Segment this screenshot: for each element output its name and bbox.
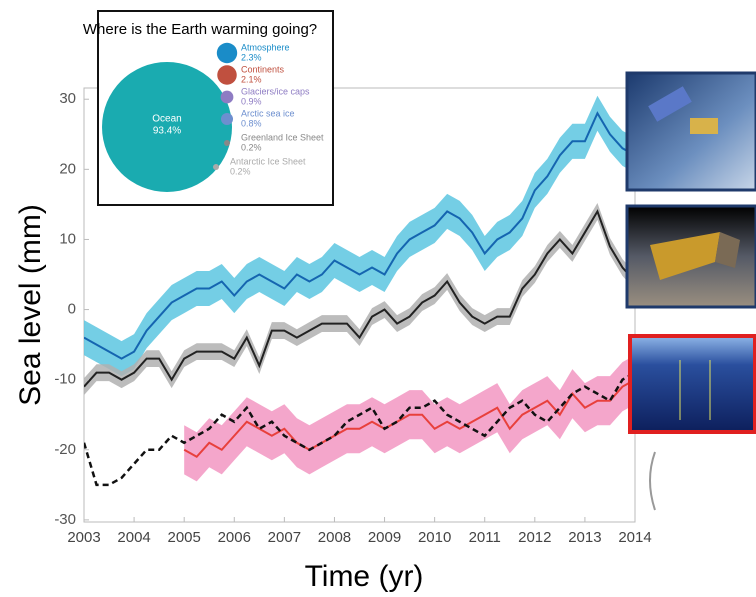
y-tick-label: 30	[59, 90, 76, 107]
x-tick-label: 2010	[418, 529, 451, 546]
x-tick-label: 2012	[518, 529, 551, 546]
x-tick-label: 2003	[67, 529, 100, 546]
series-line	[84, 371, 635, 487]
bubble	[223, 139, 231, 147]
bubble-value: 93.4%	[153, 126, 181, 137]
bubble-value: 0.8%	[241, 118, 262, 128]
bubble-label: Glaciers/ice caps	[241, 86, 310, 96]
bubble-value: 0.2%	[241, 142, 262, 152]
x-axis-label: Time (yr)	[305, 560, 424, 593]
y-tick-label: -10	[54, 371, 76, 388]
bubble-value: 2.3%	[241, 52, 262, 62]
inset-title: Where is the Earth warming going?	[83, 21, 317, 38]
grace-photo	[625, 204, 756, 309]
bubble	[217, 65, 237, 85]
x-tick-label: 2006	[218, 529, 251, 546]
bubble-value: 2.1%	[241, 74, 262, 84]
y-tick-label: -20	[54, 441, 76, 458]
x-tick-label: 2009	[368, 529, 401, 546]
error-band	[84, 202, 635, 396]
x-tick-label: 2007	[268, 529, 301, 546]
y-tick-label: 0	[68, 301, 76, 318]
satellite-photo	[625, 71, 756, 192]
y-tick-label: 20	[59, 160, 76, 177]
decoration	[649, 451, 656, 511]
x-tick-label: 2011	[469, 529, 501, 546]
bubble-label: Antarctic Ice Sheet	[230, 156, 306, 166]
axes: -30 -20 -10 0 10 20 30 2003 2004 2005 2006 2007 2008…	[54, 90, 651, 546]
bubble-value: 0.2%	[230, 166, 251, 176]
series-line	[84, 209, 635, 388]
series-line	[84, 111, 635, 360]
x-tick-label: 2013	[568, 529, 601, 546]
bubble-label: Arctic sea ice	[241, 108, 295, 118]
argo-diagram	[628, 334, 756, 434]
bubble	[220, 112, 234, 126]
y-axis-label: Sea level (mm)	[14, 204, 47, 406]
y-tick-label: -30	[54, 511, 76, 528]
error-band	[84, 95, 635, 377]
plot-area	[84, 95, 635, 487]
bubble-label: Greenland Ice Sheet	[241, 132, 324, 142]
bubble-label: Atmosphere	[241, 42, 290, 52]
bubble	[220, 90, 234, 104]
x-tick-label: 2005	[167, 529, 200, 546]
series-line	[183, 378, 635, 459]
x-tick-label: 2014	[618, 529, 651, 546]
bubble	[102, 62, 232, 192]
bubble	[212, 163, 220, 171]
bubble-value: 0.9%	[241, 96, 262, 106]
error-band	[184, 355, 635, 482]
x-tick-label: 2008	[318, 529, 351, 546]
x-tick-label: 2004	[117, 529, 150, 546]
bubble	[216, 42, 238, 64]
y-tick-label: 10	[59, 230, 76, 247]
bubble-label: Continents	[241, 64, 285, 74]
inset: Where is the Earth warming going? Ocean9…	[83, 10, 334, 206]
bubble-label: Ocean	[152, 114, 181, 125]
